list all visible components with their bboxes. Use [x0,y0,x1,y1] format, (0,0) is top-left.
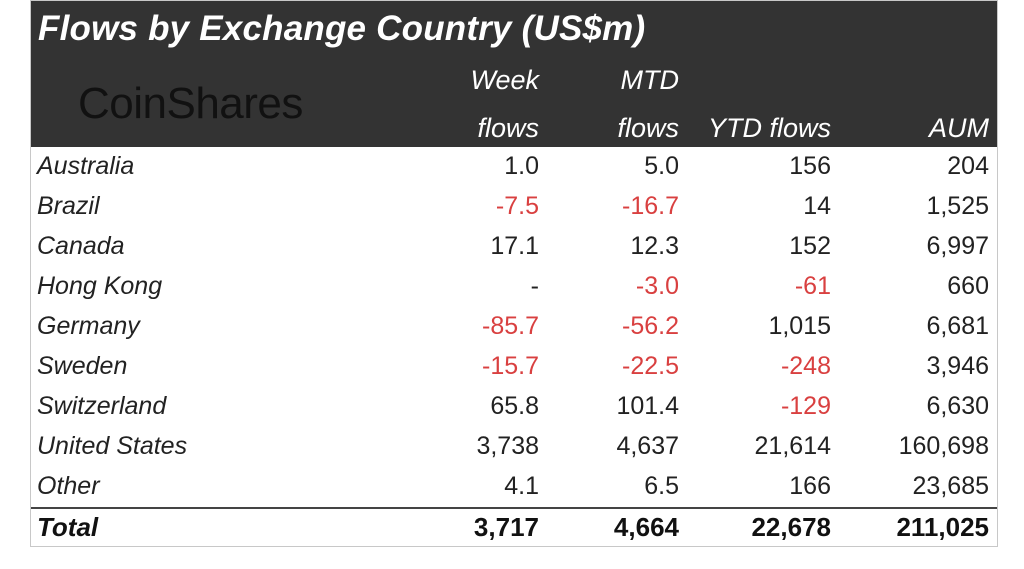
table-row: Sweden -15.7 -22.5 -248 3,946 [31,347,997,387]
aum-cell: 6,681 [926,312,989,340]
header-mtd-line1: MTD [620,65,679,95]
week-flows-cell: 1.0 [504,152,539,180]
table-row: Brazil -7.5 -16.7 14 1,525 [31,187,997,227]
mtd-flows-cell: 4,637 [616,432,679,460]
header-mtd-line2: flows [617,113,679,143]
table-row: Germany -85.7 -56.2 1,015 6,681 [31,307,997,347]
aum-cell: 6,997 [926,232,989,260]
flows-table-card: Flows by Exchange Country (US$m) CoinSha… [30,0,998,547]
mtd-flows-cell: -3.0 [635,272,679,300]
country-cell: Canada [37,232,125,260]
week-flows-cell: - [530,272,539,300]
table-header: Flows by Exchange Country (US$m) CoinSha… [31,1,997,147]
week-flows-cell: 65.8 [490,392,539,420]
week-flows-cell: -15.7 [482,352,539,380]
country-cell: Sweden [37,352,128,380]
header-week-line1: Week [470,65,539,95]
ytd-flows-cell: 1,015 [768,312,831,340]
ytd-flows-cell: 14 [803,192,831,220]
aum-cell: 3,946 [926,352,989,380]
header-ytd-flows: YTD flows [707,113,831,143]
total-aum: 211,025 [896,512,989,542]
country-cell: Switzerland [37,392,167,420]
mtd-flows-cell: -22.5 [622,352,679,380]
mtd-flows-cell: 5.0 [644,152,679,180]
total-row: Total 3,717 4,664 22,678 211,025 [31,507,997,549]
country-cell: United States [37,432,188,460]
total-week-flows: 3,717 [473,512,539,542]
aum-cell: 23,685 [912,472,989,500]
country-cell: Germany [37,312,140,340]
ytd-flows-cell: 166 [789,472,831,500]
week-flows-cell: -85.7 [482,312,539,340]
mtd-flows-cell: -56.2 [622,312,679,340]
header-week-flows: Week flows [431,56,539,152]
mtd-flows-cell: 6.5 [644,472,679,500]
aum-cell: 1,525 [926,192,989,220]
week-flows-cell: 3,738 [476,432,539,460]
ytd-flows-cell: -248 [780,352,831,380]
table-row: United States 3,738 4,637 21,614 160,698 [31,427,997,467]
ytd-flows-cell: 21,614 [754,432,831,460]
ytd-flows-cell: 152 [789,232,831,260]
ytd-flows-cell: 156 [789,152,831,180]
table-row: Australia 1.0 5.0 156 204 [31,147,997,187]
ytd-flows-cell: -129 [780,392,831,420]
aum-cell: 160,698 [898,432,989,460]
country-cell: Australia [37,152,135,180]
aum-cell: 6,630 [926,392,989,420]
table-row: Hong Kong - -3.0 -61 660 [31,267,997,307]
table-row: Other 4.1 6.5 166 23,685 [31,467,997,507]
ytd-flows-cell: -61 [794,272,831,300]
aum-cell: 204 [947,152,989,180]
country-cell: Hong Kong [37,272,163,300]
mtd-flows-cell: 12.3 [630,232,679,260]
total-ytd-flows: 22,678 [751,512,831,542]
header-aum: AUM [929,113,989,143]
coinshares-logo: CoinShares [78,79,303,128]
header-week-line2: flows [477,113,539,143]
aum-cell: 660 [947,272,989,300]
total-mtd-flows: 4,664 [613,512,679,542]
table-row: Canada 17.1 12.3 152 6,997 [31,227,997,267]
country-cell: Brazil [37,192,100,220]
week-flows-cell: 4.1 [504,472,539,500]
header-mtd-flows: MTD flows [571,56,679,152]
country-cell: Other [37,472,100,500]
mtd-flows-cell: 101.4 [616,392,679,420]
mtd-flows-cell: -16.7 [622,192,679,220]
table-row: Switzerland 65.8 101.4 -129 6,630 [31,387,997,427]
total-label: Total [37,512,99,542]
week-flows-cell: 17.1 [490,232,539,260]
table-title: Flows by Exchange Country (US$m) [38,9,646,48]
table-body: Australia 1.0 5.0 156 204 Brazil -7.5 -16.7 14 1,… [31,147,997,507]
week-flows-cell: -7.5 [495,192,539,220]
